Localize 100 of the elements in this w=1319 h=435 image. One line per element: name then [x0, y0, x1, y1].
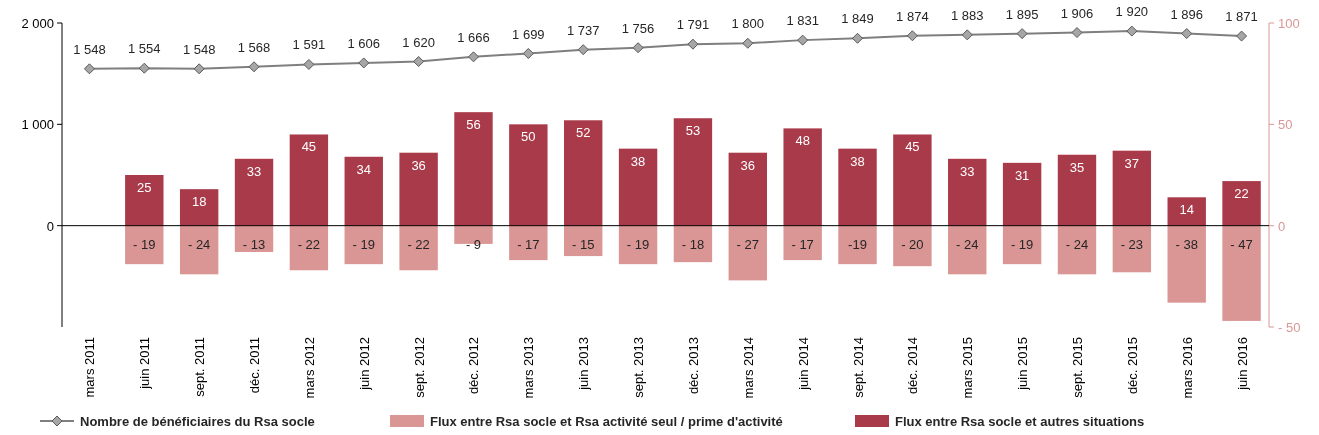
data-label: - 22 — [407, 236, 430, 252]
bar — [948, 158, 987, 226]
legend-label: Flux entre Rsa socle et Rsa activité seul / prime d'activité — [430, 414, 783, 429]
point — [1236, 30, 1248, 42]
data-label: 38 — [850, 153, 865, 169]
data-label: 48 — [795, 133, 810, 149]
point — [906, 30, 918, 42]
bar — [125, 175, 164, 226]
data-label: 1 737 — [566, 22, 600, 38]
bar — [564, 120, 603, 226]
data-label: 1 871 — [1225, 9, 1258, 25]
bar — [179, 189, 219, 226]
bar — [1057, 154, 1097, 226]
x-tick-label: juin 2012 — [356, 337, 372, 391]
x-tick-label: juin 2013 — [576, 337, 592, 391]
point — [467, 51, 479, 63]
bar — [1112, 225, 1152, 273]
data-label: 1 920 — [1115, 4, 1149, 20]
y2-tick-label: 100 — [1278, 16, 1300, 31]
bar — [673, 225, 713, 263]
data-label: - 19 — [133, 236, 156, 252]
point — [413, 56, 425, 68]
bar — [564, 225, 603, 257]
data-label: 1 554 — [128, 41, 161, 57]
data-label: 1 568 — [237, 39, 271, 55]
point — [687, 38, 699, 50]
data-label: - 17 — [517, 236, 540, 252]
data-label: 18 — [191, 194, 207, 210]
bar — [454, 112, 493, 226]
bar — [728, 152, 767, 226]
x-tick-label: sept. 2014 — [850, 337, 866, 398]
data-label: 36 — [740, 157, 756, 173]
data-label: 1 620 — [402, 34, 435, 50]
point — [961, 29, 973, 41]
data-label: 33 — [246, 163, 262, 179]
x-tick-label: juin 2011 — [137, 337, 153, 390]
x-tick-label: sept. 2013 — [631, 337, 647, 398]
point — [138, 62, 150, 74]
data-label: - 19 — [352, 236, 375, 252]
point — [522, 48, 534, 59]
point — [577, 44, 589, 56]
data-label: - 27 — [736, 236, 759, 252]
bar — [509, 225, 548, 261]
x-tick-label: mars 2012 — [301, 337, 317, 399]
x-tick-label: sept. 2011 — [192, 337, 208, 397]
bar — [838, 148, 877, 226]
x-tick-label: juin 2014 — [795, 337, 811, 391]
point — [1016, 28, 1028, 40]
bar — [234, 158, 274, 226]
data-label: 1 591 — [292, 37, 326, 53]
y2-tick-label: 50 — [1278, 117, 1293, 133]
point — [358, 57, 370, 69]
bar — [1222, 225, 1261, 321]
data-label: 1 874 — [896, 8, 929, 24]
data-label: - 18 — [681, 236, 705, 252]
data-label: -19 — [848, 236, 867, 252]
bar — [618, 225, 658, 265]
data-label: - 15 — [572, 236, 595, 252]
legend-label: Nombre de bénéficiaires du Rsa socle — [80, 414, 315, 429]
data-label: - 20 — [901, 236, 924, 252]
data-label: 14 — [1179, 202, 1194, 218]
data-label: 33 — [960, 163, 975, 179]
y-tick-label: 0 — [46, 218, 54, 234]
bar — [673, 118, 713, 226]
point — [193, 63, 205, 75]
x-tick-label: mars 2016 — [1179, 337, 1195, 399]
point — [1181, 28, 1193, 40]
bar — [1112, 150, 1152, 226]
x-tick-label: mars 2013 — [521, 337, 537, 399]
data-label: 1 895 — [1005, 6, 1039, 22]
data-label: 37 — [1124, 155, 1140, 171]
data-label: - 38 — [1175, 236, 1198, 252]
data-label: 31 — [1014, 167, 1030, 183]
point — [1071, 27, 1083, 39]
bar — [838, 225, 877, 265]
bar — [893, 225, 932, 267]
data-label: 1 548 — [182, 41, 216, 57]
bar — [509, 124, 548, 226]
x-tick-label: déc. 2013 — [685, 337, 701, 395]
data-label: 35 — [1069, 159, 1085, 175]
data-label: 1 548 — [73, 41, 106, 57]
y2-tick-label: - 50 — [1278, 320, 1301, 335]
bar — [1002, 162, 1042, 226]
data-label: - 22 — [297, 236, 321, 252]
data-label: 22 — [1234, 186, 1249, 202]
bar — [618, 148, 658, 226]
bar — [179, 225, 219, 275]
point — [303, 58, 315, 70]
data-label: 1 831 — [786, 13, 819, 29]
y-tick-label: 2 000 — [21, 16, 54, 31]
data-label: 53 — [685, 123, 701, 139]
x-tick-label: déc. 2015 — [1124, 337, 1140, 395]
data-label: 50 — [521, 129, 536, 145]
x-tick-label: mars 2015 — [960, 337, 976, 399]
bar — [783, 225, 822, 261]
data-label: 1 791 — [676, 17, 710, 33]
bar — [344, 156, 383, 226]
bar — [289, 134, 329, 226]
bar — [783, 128, 822, 226]
data-label: - 19 — [626, 236, 650, 252]
